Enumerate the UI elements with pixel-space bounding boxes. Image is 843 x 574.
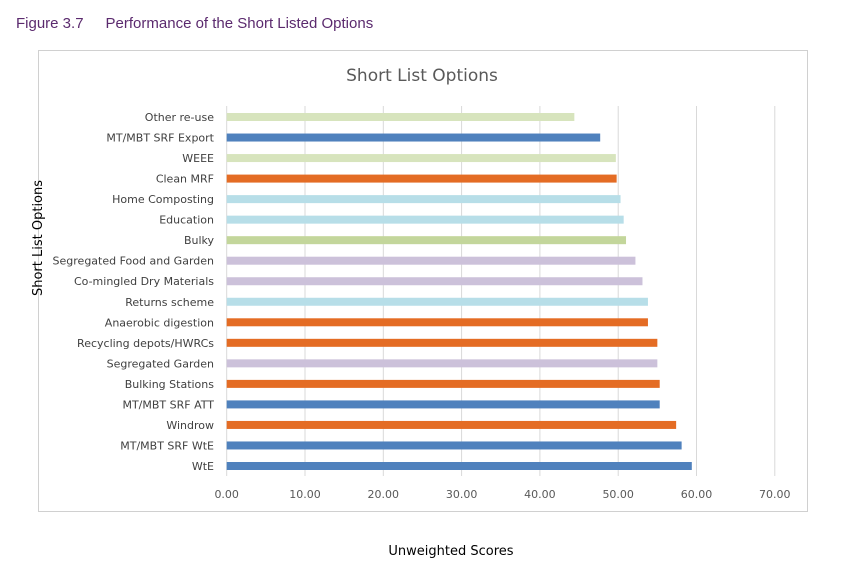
category-label: MT/MBT SRF Export: [106, 132, 214, 145]
bar: [226, 318, 648, 327]
bar: [226, 277, 643, 286]
x-tick-label: 20.00: [368, 488, 400, 501]
category-label: Clean MRF: [156, 173, 214, 186]
x-tick-label: 50.00: [602, 488, 634, 501]
chart-frame: [38, 50, 808, 512]
category-label: Other re-use: [145, 111, 214, 124]
bar: [226, 215, 624, 224]
category-label: MT/MBT SRF ATT: [122, 398, 214, 411]
bar: [226, 236, 627, 245]
figure-caption: Figure 3.7 Performance of the Short Liste…: [16, 15, 373, 32]
category-label: Windrow: [166, 419, 214, 432]
category-label: WEEE: [182, 152, 214, 165]
bar: [226, 133, 601, 142]
category-label: Segregated Garden: [107, 357, 214, 370]
x-tick-label: 40.00: [524, 488, 556, 501]
bar: [226, 441, 682, 450]
bar: [226, 297, 648, 306]
bar: [226, 462, 692, 470]
x-tick-label: 70.00: [759, 488, 791, 501]
category-label: Bulking Stations: [125, 378, 215, 391]
x-tick-label: 10.00: [289, 488, 321, 501]
category-label: Bulky: [184, 234, 215, 247]
category-label: Co-mingled Dry Materials: [74, 275, 214, 288]
category-label: Home Composting: [112, 193, 214, 206]
bar: [226, 256, 636, 265]
chart-title: Short List Options: [346, 66, 498, 86]
bar: [226, 113, 575, 121]
x-tick-label: 30.00: [446, 488, 478, 501]
category-label: Recycling depots/HWRCs: [77, 337, 214, 350]
y-axis-label: Short List Options: [31, 180, 46, 296]
category-label: MT/MBT SRF WtE: [120, 439, 214, 452]
category-label: Anaerobic digestion: [105, 316, 214, 329]
figure-number: Figure 3.7: [16, 15, 84, 32]
bar: [226, 400, 660, 409]
x-tick-label: 0.00: [214, 488, 239, 501]
bar: [226, 420, 677, 429]
category-label: Education: [159, 214, 214, 227]
category-label: WtE: [192, 460, 214, 473]
x-axis-label: Unweighted Scores: [388, 544, 513, 559]
bar: [226, 154, 616, 163]
figure-title: Performance of the Short Listed Options: [105, 15, 374, 32]
bar: [226, 174, 617, 183]
category-label: Segregated Food and Garden: [53, 255, 214, 268]
bar: [226, 379, 660, 388]
bar: [226, 195, 621, 204]
bar: [226, 359, 658, 368]
category-label: Returns scheme: [125, 296, 214, 309]
bar: [226, 338, 658, 347]
x-tick-label: 60.00: [681, 488, 713, 501]
